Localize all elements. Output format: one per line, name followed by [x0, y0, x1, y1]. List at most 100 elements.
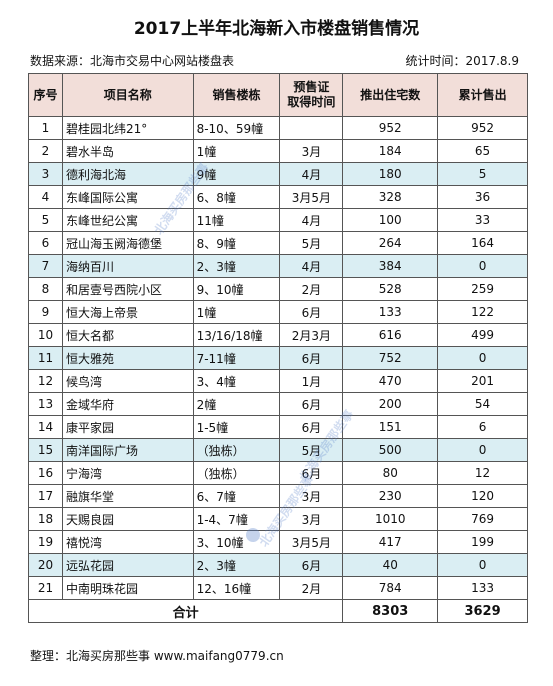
header-row: 序号 项目名称 销售楼栋 预售证 取得时间 推出住宅数 累计售出	[28, 73, 528, 117]
row-building: 1-4、7幢	[192, 507, 281, 531]
table-row: 16 宁海湾 （独栋） 6月 80 12	[28, 461, 528, 485]
row-building: 2幢	[192, 392, 281, 416]
row-units: 528	[342, 277, 439, 301]
table-row: 10 恒大名都 13/16/18幢 2月3月 616 499	[28, 323, 528, 347]
table-row: 5 东峰世纪公寓 11幢 4月 100 33	[28, 208, 528, 232]
row-no: 5	[28, 208, 63, 232]
row-no: 11	[28, 346, 63, 370]
row-sold: 122	[437, 300, 528, 324]
row-sold: 6	[437, 415, 528, 439]
row-sold: 0	[437, 254, 528, 278]
row-units: 151	[342, 415, 439, 439]
row-building: 12、16幢	[192, 576, 281, 600]
row-units: 100	[342, 208, 439, 232]
row-name: 候鸟湾	[61, 369, 194, 393]
row-name: 海纳百川	[61, 254, 194, 278]
data-source: 数据来源：北海市交易中心网站楼盘表	[30, 54, 235, 68]
row-sold: 133	[437, 576, 528, 600]
row-name: 东峰国际公寓	[61, 185, 194, 209]
row-name: 宁海湾	[61, 461, 194, 485]
row-name: 恒大海上帝景	[61, 300, 194, 324]
sales-table: 序号 项目名称 销售楼栋 预售证 取得时间 推出住宅数 累计售出 1 碧桂园北纬2…	[27, 73, 528, 623]
row-permit: 2月	[279, 576, 344, 600]
table-row: 9 恒大海上帝景 1幢 6月 133 122	[28, 300, 528, 324]
table-row: 12 候鸟湾 3、4幢 1月 470 201	[28, 369, 528, 393]
row-units: 200	[342, 392, 439, 416]
row-no: 9	[28, 300, 63, 324]
footer-credit: 整理：北海买房那些事 www.maifang0779.cn	[30, 649, 284, 663]
row-name: 冠山海玉阙海德堡	[61, 231, 194, 255]
row-no: 18	[28, 507, 63, 531]
row-sold: 199	[437, 530, 528, 554]
row-name: 德利海北海	[61, 162, 194, 186]
page-title: 2017上半年北海新入市楼盘销售情况	[133, 19, 420, 39]
table-row: 15 南洋国际广场 （独栋） 5月 500 0	[28, 438, 528, 462]
row-units: 328	[342, 185, 439, 209]
row-units: 40	[342, 553, 439, 577]
row-building: 7-11幢	[192, 346, 281, 370]
row-units: 80	[342, 461, 439, 485]
row-building: 13/16/18幢	[192, 323, 281, 347]
row-permit: 4月	[279, 254, 344, 278]
row-name: 康平家园	[61, 415, 194, 439]
row-sold: 499	[437, 323, 528, 347]
total-sold: 3629	[437, 599, 528, 623]
row-sold: 0	[437, 438, 528, 462]
header-no: 序号	[28, 73, 63, 117]
row-units: 500	[342, 438, 439, 462]
row-units: 180	[342, 162, 439, 186]
row-sold: 201	[437, 369, 528, 393]
table-row: 11 恒大雅苑 7-11幢 6月 752 0	[28, 346, 528, 370]
row-no: 13	[28, 392, 63, 416]
row-no: 16	[28, 461, 63, 485]
table-row: 2 碧水半岛 1幢 3月 184 65	[28, 139, 528, 163]
row-no: 7	[28, 254, 63, 278]
row-no: 17	[28, 484, 63, 508]
total-row: 合计 8303 3629	[27, 599, 528, 623]
row-no: 10	[28, 323, 63, 347]
row-name: 融旗华堂	[61, 484, 194, 508]
header-name: 项目名称	[61, 73, 194, 117]
row-permit: 3月5月	[279, 185, 344, 209]
row-units: 952	[342, 116, 439, 140]
row-permit: 6月	[279, 346, 344, 370]
row-sold: 36	[437, 185, 528, 209]
row-sold: 65	[437, 139, 528, 163]
row-building: （独栋）	[192, 438, 281, 462]
row-building: 3、10幢	[192, 530, 281, 554]
row-building: 8-10、59幢	[192, 116, 281, 140]
total-label: 合计	[27, 599, 344, 623]
row-no: 15	[28, 438, 63, 462]
table-row: 20 远弘花园 2、3幢 6月 40 0	[28, 553, 528, 577]
row-name: 恒大名都	[61, 323, 194, 347]
row-building: 6、7幢	[192, 484, 281, 508]
row-building: 8、9幢	[192, 231, 281, 255]
row-permit: 2月3月	[279, 323, 344, 347]
header-units: 推出住宅数	[342, 73, 439, 117]
row-building: 9、10幢	[192, 277, 281, 301]
row-permit: 6月	[279, 392, 344, 416]
row-no: 14	[28, 415, 63, 439]
row-name: 恒大雅苑	[61, 346, 194, 370]
row-permit: 4月	[279, 162, 344, 186]
row-units: 133	[342, 300, 439, 324]
row-name: 远弘花园	[61, 553, 194, 577]
row-building: 6、8幢	[192, 185, 281, 209]
table-row: 14 康平家园 1-5幢 6月 151 6	[28, 415, 528, 439]
row-units: 784	[342, 576, 439, 600]
row-units: 264	[342, 231, 439, 255]
row-building: 3、4幢	[192, 369, 281, 393]
row-name: 和居壹号西院小区	[61, 277, 194, 301]
table-row: 17 融旗华堂 6、7幢 3月 230 120	[28, 484, 528, 508]
row-no: 8	[28, 277, 63, 301]
row-name: 碧水半岛	[61, 139, 194, 163]
row-building: 11幢	[192, 208, 281, 232]
row-building: （独栋）	[192, 461, 281, 485]
row-units: 230	[342, 484, 439, 508]
row-units: 417	[342, 530, 439, 554]
row-permit: 2月	[279, 277, 344, 301]
row-units: 384	[342, 254, 439, 278]
table-row: 21 中南明珠花园 12、16幢 2月 784 133	[28, 576, 528, 600]
row-sold: 259	[437, 277, 528, 301]
row-name: 南洋国际广场	[61, 438, 194, 462]
